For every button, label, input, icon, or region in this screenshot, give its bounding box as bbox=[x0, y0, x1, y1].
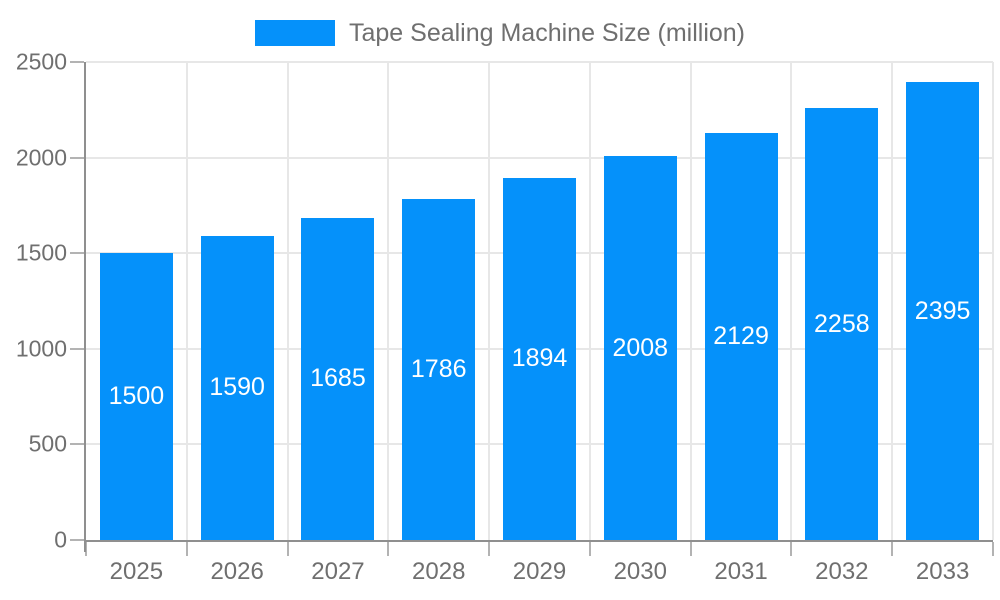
plot-area: 0 500 1000 1500 2000 2500 1500 2025 1590 2026 1685… bbox=[16, 49, 994, 585]
x-tick-label: 2025 bbox=[109, 558, 164, 585]
y-axis-tick bbox=[70, 539, 84, 541]
bar-value-label: 1590 bbox=[209, 373, 265, 402]
x-axis-tick bbox=[588, 542, 591, 556]
x-axis-tick bbox=[488, 542, 491, 556]
bar-value-label: 2129 bbox=[713, 321, 769, 350]
y-tick-label: 1000 bbox=[15, 335, 67, 362]
bar[interactable]: 2129 bbox=[704, 132, 778, 540]
bar[interactable]: 1685 bbox=[301, 217, 375, 540]
x-axis-tick bbox=[85, 542, 87, 556]
x-gridline bbox=[588, 62, 591, 540]
x-tick-label: 2026 bbox=[210, 558, 264, 585]
bar[interactable]: 1894 bbox=[503, 177, 576, 540]
x-axis-tick bbox=[891, 542, 894, 556]
bar[interactable]: 2395 bbox=[906, 82, 980, 540]
x-tick-label: 2027 bbox=[311, 558, 365, 585]
y-tick-label: 2500 bbox=[15, 48, 67, 75]
x-tick-label: 2031 bbox=[714, 558, 768, 585]
x-tick-label: 2030 bbox=[613, 558, 667, 585]
legend-label: Tape Sealing Machine Size (million) bbox=[348, 18, 746, 47]
x-axis-tick bbox=[790, 542, 793, 556]
y-tick-label: 2000 bbox=[15, 144, 67, 171]
x-gridline bbox=[488, 62, 491, 540]
bar-value-label: 2395 bbox=[914, 296, 971, 325]
y-axis-tick bbox=[70, 61, 84, 63]
x-axis-tick bbox=[185, 542, 188, 556]
legend: Tape Sealing Machine Size (million) bbox=[0, 16, 1000, 50]
bar-value-label: 2258 bbox=[814, 309, 870, 338]
x-tick-label: 2033 bbox=[915, 558, 970, 585]
bar[interactable]: 1590 bbox=[200, 235, 274, 540]
x-tick-label: 2029 bbox=[512, 558, 567, 585]
x-tick-label: 2032 bbox=[815, 558, 869, 585]
y-axis bbox=[84, 62, 86, 552]
x-gridline bbox=[992, 62, 994, 540]
x-gridline bbox=[286, 62, 289, 540]
y-axis-tick bbox=[70, 156, 84, 159]
bar[interactable]: 1500 bbox=[99, 253, 173, 540]
bar-value-label: 1500 bbox=[108, 382, 165, 411]
x-axis-tick bbox=[286, 542, 289, 556]
x-gridline bbox=[387, 62, 390, 540]
y-axis-tick bbox=[70, 443, 84, 446]
x-axis-tick bbox=[387, 542, 390, 556]
y-axis-tick bbox=[70, 347, 84, 350]
y-axis-tick bbox=[70, 252, 84, 255]
x-axis-tick bbox=[992, 542, 994, 556]
x-axis bbox=[84, 540, 993, 542]
bar-value-label: 1894 bbox=[511, 344, 568, 373]
y-gridline bbox=[86, 156, 993, 159]
x-gridline bbox=[185, 62, 188, 540]
x-gridline bbox=[689, 62, 692, 540]
x-gridline bbox=[790, 62, 793, 540]
bar-value-label: 1786 bbox=[410, 354, 467, 383]
legend-item[interactable]: Tape Sealing Machine Size (million) bbox=[254, 18, 746, 48]
bar[interactable]: 2258 bbox=[805, 108, 879, 540]
x-gridline bbox=[891, 62, 894, 540]
x-axis-tick bbox=[689, 542, 692, 556]
bar[interactable]: 1786 bbox=[402, 198, 476, 540]
y-gridline bbox=[86, 61, 993, 63]
y-tick-label: 1500 bbox=[15, 239, 67, 266]
bar-value-label: 2008 bbox=[612, 333, 669, 362]
bar-value-label: 1685 bbox=[310, 364, 366, 393]
y-tick-label: 500 bbox=[28, 430, 67, 457]
legend-swatch bbox=[254, 20, 335, 46]
y-tick-label: 0 bbox=[54, 526, 67, 553]
bar[interactable]: 2008 bbox=[603, 156, 677, 540]
x-tick-label: 2028 bbox=[412, 558, 466, 585]
